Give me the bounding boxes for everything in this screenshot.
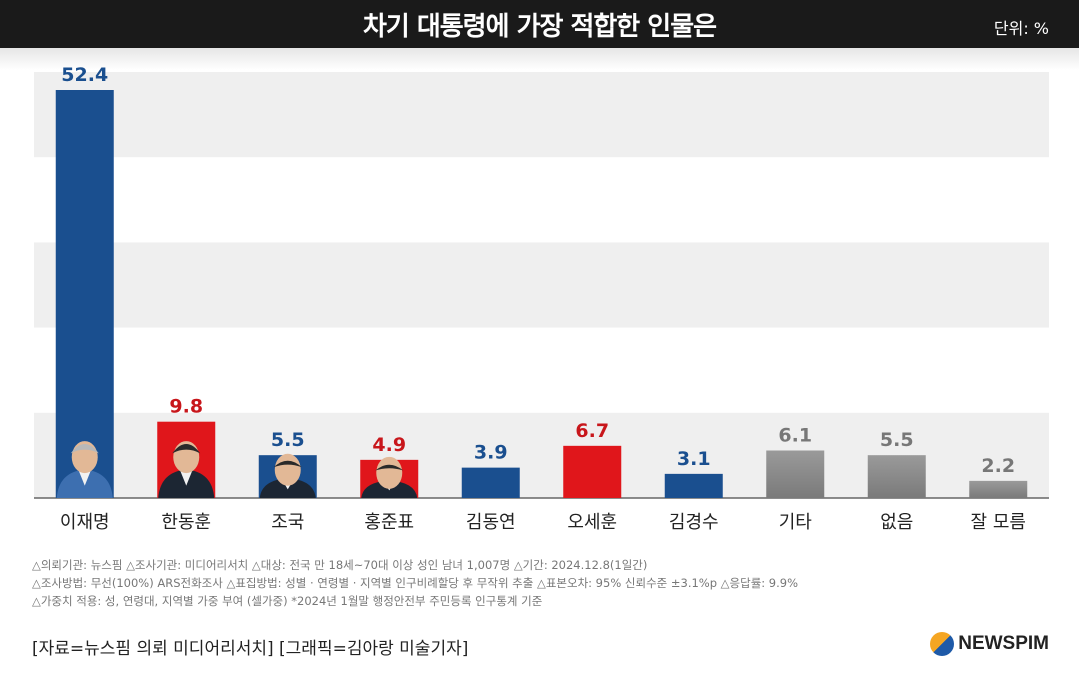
data-label: 9.8 — [169, 396, 203, 418]
data-label: 3.1 — [677, 448, 711, 470]
category-label: 홍준표 — [364, 512, 414, 533]
category-label: 기타 — [779, 512, 813, 533]
data-label: 4.9 — [372, 434, 406, 456]
bar — [766, 450, 825, 498]
category-label: 오세훈 — [567, 512, 617, 533]
data-label: 5.5 — [271, 429, 305, 451]
portrait-face — [274, 453, 301, 486]
grid-band — [34, 242, 1049, 328]
category-label: 한동훈 — [161, 512, 211, 533]
source-credit: [자료=뉴스핌 의뢰 미디어리서치] [그래픽=김아랑 미술기자] — [32, 639, 469, 659]
portrait-hair — [273, 460, 302, 468]
data-label: 3.9 — [474, 442, 508, 464]
category-label: 이재명 — [60, 512, 110, 533]
unit-label: 단위: % — [993, 19, 1049, 38]
data-label: 6.1 — [778, 425, 812, 447]
grid-band — [34, 72, 1049, 158]
bar — [461, 467, 520, 498]
survey-note: △가중치 적용: 성, 연령대, 지역별 가중 부여 (셀가중) *2024년 … — [32, 594, 543, 608]
category-label: 김경수 — [669, 512, 719, 533]
chart-title: 차기 대통령에 가장 적합한 인물은 — [362, 12, 717, 42]
logo-text: NEWSPIM — [958, 633, 1049, 654]
bar — [969, 480, 1028, 498]
category-label: 조국 — [271, 512, 304, 533]
logo-mark-icon — [930, 632, 955, 656]
category-label: 없음 — [880, 512, 913, 533]
bar — [664, 473, 723, 498]
data-label: 52.4 — [61, 64, 108, 86]
bar — [55, 90, 114, 498]
category-label: 잘 모름 — [971, 512, 1026, 533]
data-label: 6.7 — [575, 420, 609, 442]
header-bar: 차기 대통령에 가장 적합한 인물은 단위: % — [0, 0, 1079, 48]
portrait-hair — [70, 444, 99, 454]
data-label: 5.5 — [880, 429, 914, 451]
portrait-face — [376, 456, 403, 489]
category-label: 김동연 — [466, 512, 516, 533]
portrait-hair — [172, 444, 201, 454]
header-shadow — [0, 48, 1079, 70]
survey-notes: △의뢰기관: 뉴스핌 △조사기관: 미디어리서치 △대상: 전국 만 18세~7… — [32, 556, 798, 610]
survey-note: △의뢰기관: 뉴스핌 △조사기관: 미디어리서치 △대상: 전국 만 18세~7… — [32, 558, 648, 572]
portrait-hair — [375, 464, 404, 471]
bar-chart: 52.4 이재명 9.8 한동훈 5.5 조국 4.9 홍준표 3.9 김동연 6.7 오세훈 3.1 김… — [34, 64, 1049, 533]
data-label: 2.2 — [981, 455, 1015, 477]
bar — [867, 455, 926, 498]
bar — [563, 445, 622, 498]
portrait-collar — [78, 470, 91, 486]
survey-note: △조사방법: 무선(100%) ARS전화조사 △표집방법: 성별 · 연령별 … — [32, 576, 799, 590]
newspim-logo: NEWSPIM — [930, 632, 1049, 656]
portrait-collar — [180, 470, 193, 486]
